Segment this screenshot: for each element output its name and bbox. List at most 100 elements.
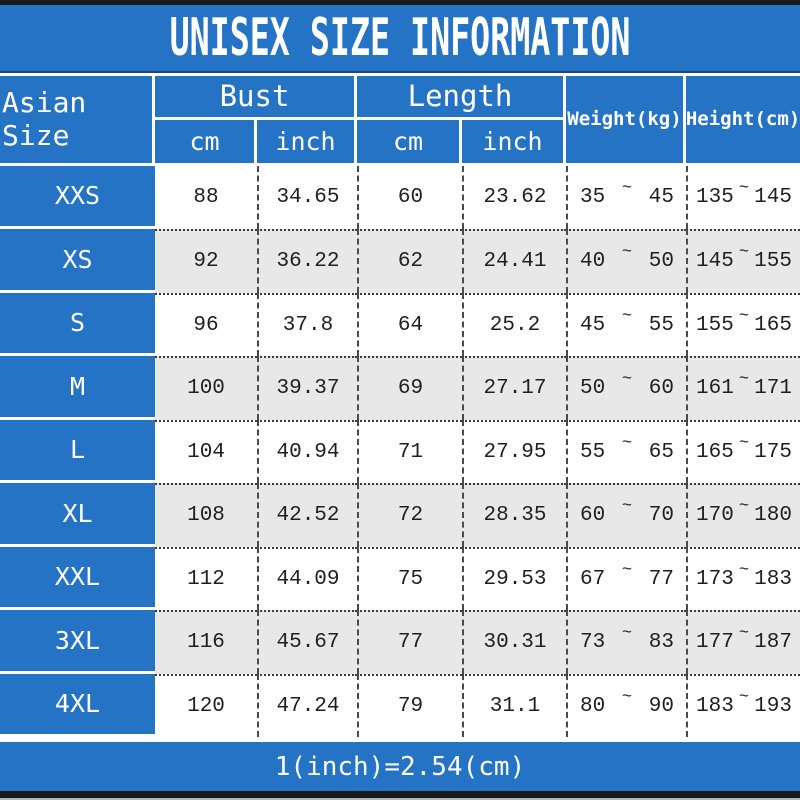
- size-label: L: [0, 419, 155, 484]
- weight-range-max: 77: [648, 567, 674, 591]
- tilde-separator: ~: [738, 624, 750, 644]
- length-cm-value: 62: [357, 229, 462, 293]
- weight-range: 80 ~90: [566, 673, 686, 738]
- weight-range-min: 40: [580, 250, 606, 274]
- weight-range: 50 ~60: [566, 356, 686, 420]
- bust-inch-value: 45.67: [257, 610, 357, 674]
- size-label: XS: [0, 229, 155, 293]
- height-range: 177 ~187: [686, 610, 800, 674]
- top-black-bar: [0, 0, 800, 5]
- weight-range-max: 83: [648, 631, 674, 655]
- height-range-min: 135: [696, 185, 734, 209]
- tilde-separator: ~: [621, 497, 633, 517]
- tilde-separator: ~: [738, 433, 750, 453]
- length-inch-value: 25.2: [462, 292, 566, 357]
- length-inch-value: 30.31: [462, 610, 566, 674]
- height-range-min: 177: [696, 631, 734, 655]
- weight-range-max: 70: [648, 504, 674, 528]
- tilde-separator: ~: [738, 370, 750, 390]
- column-header-length: Length: [357, 75, 566, 120]
- bust-cm-value: 112: [155, 546, 257, 611]
- length-inch-value: 31.1: [462, 673, 566, 738]
- weight-range: 60 ~70: [566, 483, 686, 547]
- length-cm-value: 77: [357, 610, 462, 674]
- length-cm-value: 69: [357, 356, 462, 420]
- conversion-note: 1(inch)=2.54(cm): [274, 751, 526, 782]
- bust-cm-value: 104: [155, 419, 257, 484]
- tilde-separator: ~: [621, 178, 633, 198]
- weight-range: 55 ~65: [566, 419, 686, 484]
- size-label: XXS: [0, 165, 155, 230]
- bust-inch-value: 40.94: [257, 419, 357, 484]
- size-label: 4XL: [0, 673, 155, 738]
- footer-band: 1(inch)=2.54(cm): [0, 742, 800, 792]
- tilde-separator: ~: [738, 687, 750, 707]
- weight-range: 73 ~83: [566, 610, 686, 674]
- height-range: 165 ~175: [686, 419, 800, 484]
- length-cm-value: 75: [357, 546, 462, 611]
- height-range-min: 165: [696, 440, 734, 464]
- bust-inch-value: 44.09: [257, 546, 357, 611]
- weight-range: 35 ~45: [566, 165, 686, 230]
- size-label: 3XL: [0, 610, 155, 674]
- tilde-separator: ~: [621, 306, 633, 326]
- length-inch-value: 27.17: [462, 356, 566, 420]
- tilde-separator: ~: [621, 624, 633, 644]
- weight-range-max: 55: [648, 313, 674, 337]
- height-range-min: 183: [696, 694, 734, 718]
- height-range: 145 ~155: [686, 229, 800, 293]
- height-range-max: 155: [754, 250, 792, 274]
- bust-cm-value: 96: [155, 292, 257, 357]
- height-range-max: 171: [754, 377, 792, 401]
- weight-range-min: 55: [580, 440, 606, 464]
- size-table-body: XXS 88 34.65 60 23.62 35 ~45 135 ~145 XS 92 36.22 62…: [0, 165, 800, 738]
- bottom-black-bar: [0, 791, 800, 799]
- tilde-separator: ~: [738, 306, 750, 326]
- height-range: 170 ~180: [686, 483, 800, 547]
- weight-range-max: 65: [648, 440, 674, 464]
- column-header-bust-cm: cm: [155, 119, 257, 163]
- column-header-bust: Bust: [155, 75, 357, 120]
- bust-inch-value: 34.65: [257, 165, 357, 230]
- weight-range-min: 45: [580, 313, 606, 337]
- column-header-height: Height(cm): [686, 75, 800, 163]
- height-range: 173 ~183: [686, 546, 800, 611]
- length-cm-value: 71: [357, 419, 462, 484]
- bust-cm-value: 120: [155, 673, 257, 738]
- weight-range-max: 45: [648, 185, 674, 209]
- footer-gap: [0, 737, 800, 743]
- length-inch-value: 23.62: [462, 165, 566, 230]
- tilde-separator: ~: [621, 687, 633, 707]
- length-cm-value: 72: [357, 483, 462, 547]
- size-label: S: [0, 292, 155, 357]
- weight-range-min: 67: [580, 567, 606, 591]
- height-range: 161 ~171: [686, 356, 800, 420]
- weight-range-max: 90: [648, 694, 674, 718]
- tilde-separator: ~: [738, 497, 750, 517]
- tilde-separator: ~: [621, 243, 633, 263]
- bust-cm-value: 116: [155, 610, 257, 674]
- bust-inch-value: 36.22: [257, 229, 357, 293]
- length-cm-value: 79: [357, 673, 462, 738]
- height-range-max: 193: [754, 694, 792, 718]
- height-range-max: 183: [754, 567, 792, 591]
- bust-cm-value: 88: [155, 165, 257, 230]
- weight-range-min: 50: [580, 377, 606, 401]
- column-header-length-inch: inch: [462, 119, 566, 163]
- height-range: 155 ~165: [686, 292, 800, 357]
- bust-cm-value: 92: [155, 229, 257, 293]
- size-label: M: [0, 356, 155, 420]
- length-cm-value: 60: [357, 165, 462, 230]
- height-range-min: 170: [696, 504, 734, 528]
- column-header-bust-inch: inch: [257, 119, 357, 163]
- weight-range-min: 35: [580, 185, 606, 209]
- height-range: 183 ~193: [686, 673, 800, 738]
- tilde-separator: ~: [621, 370, 633, 390]
- bust-cm-value: 100: [155, 356, 257, 420]
- bust-inch-value: 37.8: [257, 292, 357, 357]
- title-divider-dark: [0, 70, 800, 73]
- weight-range: 40 ~50: [566, 229, 686, 293]
- height-range: 135 ~145: [686, 165, 800, 230]
- weight-range-min: 60: [580, 504, 606, 528]
